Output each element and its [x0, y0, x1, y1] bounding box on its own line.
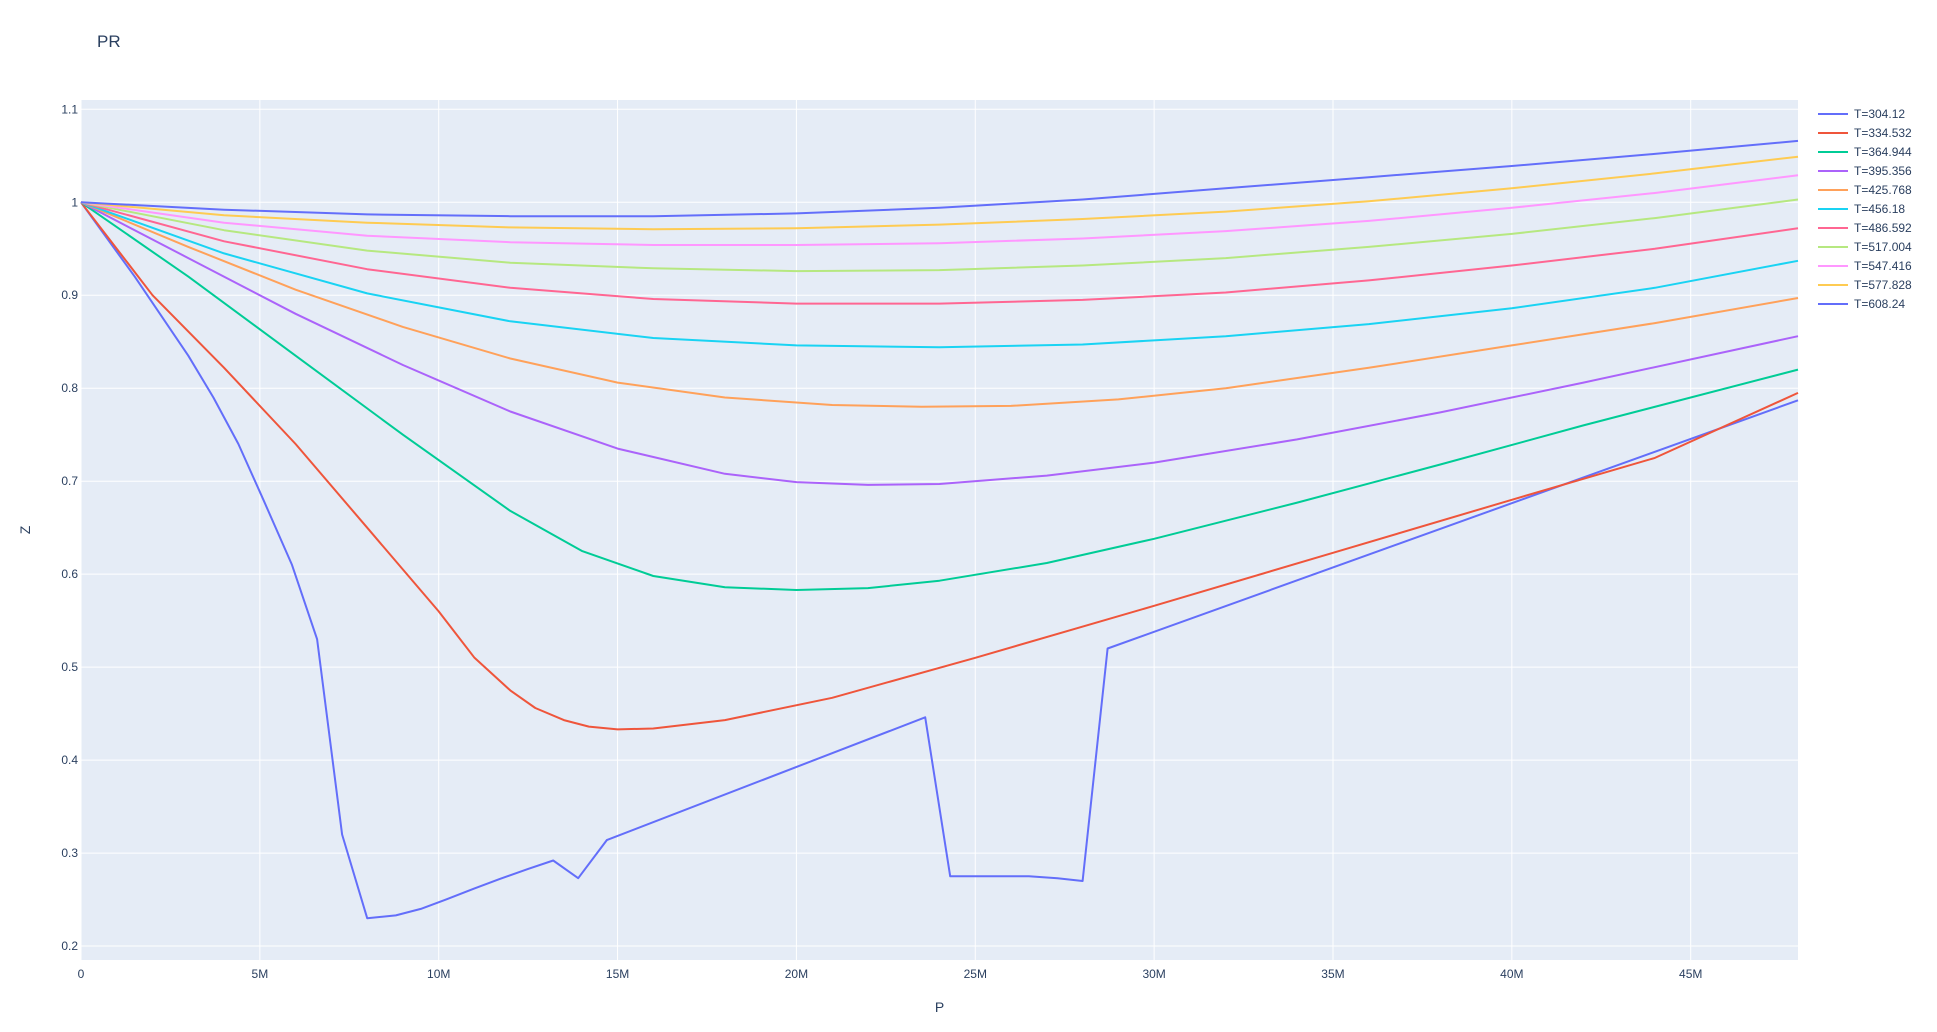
- series-line[interactable]: [80, 201, 1799, 591]
- series-line[interactable]: [80, 198, 1799, 273]
- series-line[interactable]: [80, 201, 1799, 486]
- legend-item[interactable]: T=364.944: [1818, 145, 1912, 159]
- x-tick-label: 25M: [964, 967, 987, 981]
- series-line[interactable]: [80, 201, 1799, 305]
- legend-label: T=456.18: [1854, 202, 1905, 216]
- x-tick-label: 0: [78, 967, 85, 981]
- series-line[interactable]: [80, 155, 1799, 231]
- y-tick-label: 0.9: [61, 288, 78, 302]
- y-tick-label: 1: [71, 195, 78, 209]
- x-axis-title: P: [935, 999, 944, 1015]
- x-tick-label: 45M: [1679, 967, 1702, 981]
- series-line[interactable]: [80, 201, 1799, 408]
- y-tick-label: 1.1: [61, 102, 78, 116]
- y-tick-label: 0.4: [61, 753, 78, 767]
- y-tick-label: 0.3: [61, 846, 78, 860]
- series-line[interactable]: [80, 201, 1799, 349]
- y-axis-ticks: 0.2 0.3 0.4 0.5 0.6 0.7 0.8 0.9 1 1.1: [61, 102, 78, 953]
- legend-label: T=517.004: [1854, 240, 1912, 254]
- legend-label: T=486.592: [1854, 221, 1912, 235]
- legend-item[interactable]: T=395.356: [1818, 164, 1912, 178]
- legend-label: T=547.416: [1854, 259, 1912, 273]
- legend-item[interactable]: T=517.004: [1818, 240, 1912, 254]
- plot-area: [81, 100, 1798, 960]
- x-axis-ticks: 0 5M 10M 15M 20M 25M 30M 35M 40M 45M: [78, 967, 1703, 981]
- x-tick-label: 5M: [252, 967, 269, 981]
- y-tick-label: 0.7: [61, 474, 78, 488]
- grid: [80, 100, 1798, 960]
- y-tick-label: 0.6: [61, 567, 78, 581]
- series-line[interactable]: [80, 174, 1799, 246]
- legend-item[interactable]: T=486.592: [1818, 221, 1912, 235]
- x-tick-label: 15M: [606, 967, 629, 981]
- legend-item[interactable]: T=608.24: [1818, 297, 1905, 311]
- y-axis-title: Z: [17, 525, 33, 534]
- legend-label: T=577.828: [1854, 278, 1912, 292]
- chart-title: PR: [97, 32, 121, 51]
- legend-item[interactable]: T=425.768: [1818, 183, 1912, 197]
- legend-label: T=304.12: [1854, 107, 1905, 121]
- y-tick-label: 0.8: [61, 381, 78, 395]
- series-lines: [80, 139, 1799, 920]
- legend-item[interactable]: T=304.12: [1818, 107, 1905, 121]
- legend-label: T=425.768: [1854, 183, 1912, 197]
- series-line[interactable]: [80, 201, 1799, 731]
- legend-item[interactable]: T=577.828: [1818, 278, 1912, 292]
- legend-label: T=395.356: [1854, 164, 1912, 178]
- series-line[interactable]: [80, 201, 1799, 920]
- legend-label: T=334.532: [1854, 126, 1912, 140]
- legend-label: T=364.944: [1854, 145, 1912, 159]
- legend[interactable]: T=304.12 T=334.532 T=364.944 T=395.356 T=425…: [1818, 107, 1912, 311]
- x-tick-label: 40M: [1500, 967, 1523, 981]
- x-tick-label: 35M: [1321, 967, 1344, 981]
- legend-label: T=608.24: [1854, 297, 1905, 311]
- legend-item[interactable]: T=456.18: [1818, 202, 1905, 216]
- y-tick-label: 0.2: [61, 939, 78, 953]
- x-tick-label: 20M: [785, 967, 808, 981]
- series-line[interactable]: [80, 139, 1799, 218]
- legend-item[interactable]: T=547.416: [1818, 259, 1912, 273]
- y-tick-label: 0.5: [61, 660, 78, 674]
- x-tick-label: 30M: [1142, 967, 1165, 981]
- x-tick-label: 10M: [427, 967, 450, 981]
- legend-item[interactable]: T=334.532: [1818, 126, 1912, 140]
